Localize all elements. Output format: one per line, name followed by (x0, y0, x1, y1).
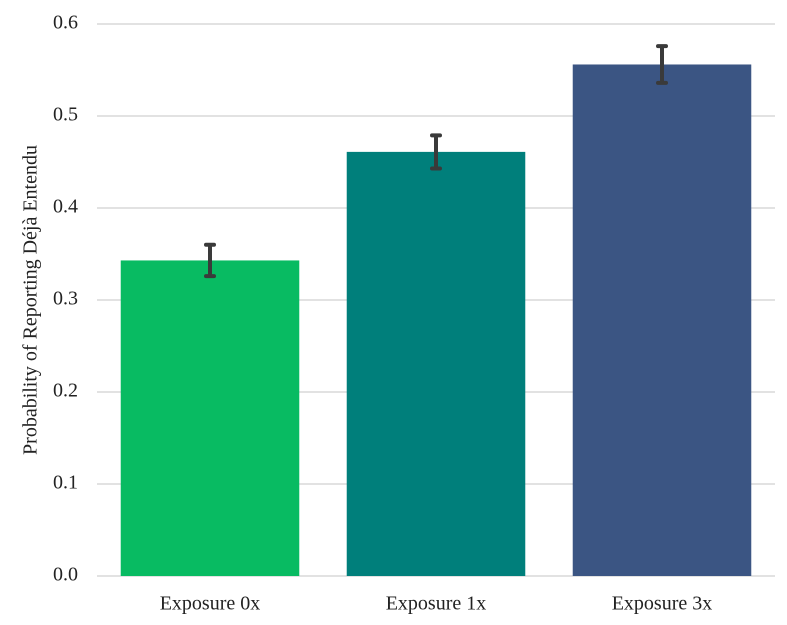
x-tick-label: Exposure 0x (160, 593, 261, 615)
y-tick-label: 0.2 (53, 380, 78, 402)
y-tick-label: 0.3 (53, 288, 78, 310)
error-bar (430, 133, 442, 171)
y-tick-label: 0.1 (53, 472, 78, 494)
bar (120, 260, 300, 576)
y-tick-label: 0.5 (53, 104, 78, 126)
y-axis-label: Probability of Reporting Déjà Entendu (20, 145, 42, 455)
bar (346, 151, 526, 576)
y-tick-label: 0.0 (53, 564, 78, 586)
x-tick-label: Exposure 1x (386, 593, 487, 615)
y-tick-label: 0.4 (53, 196, 78, 218)
y-tick-label: 0.6 (53, 12, 78, 34)
bar (572, 64, 752, 576)
error-bar (656, 44, 668, 85)
x-tick-label: Exposure 3x (612, 593, 713, 615)
error-bar (204, 242, 216, 279)
